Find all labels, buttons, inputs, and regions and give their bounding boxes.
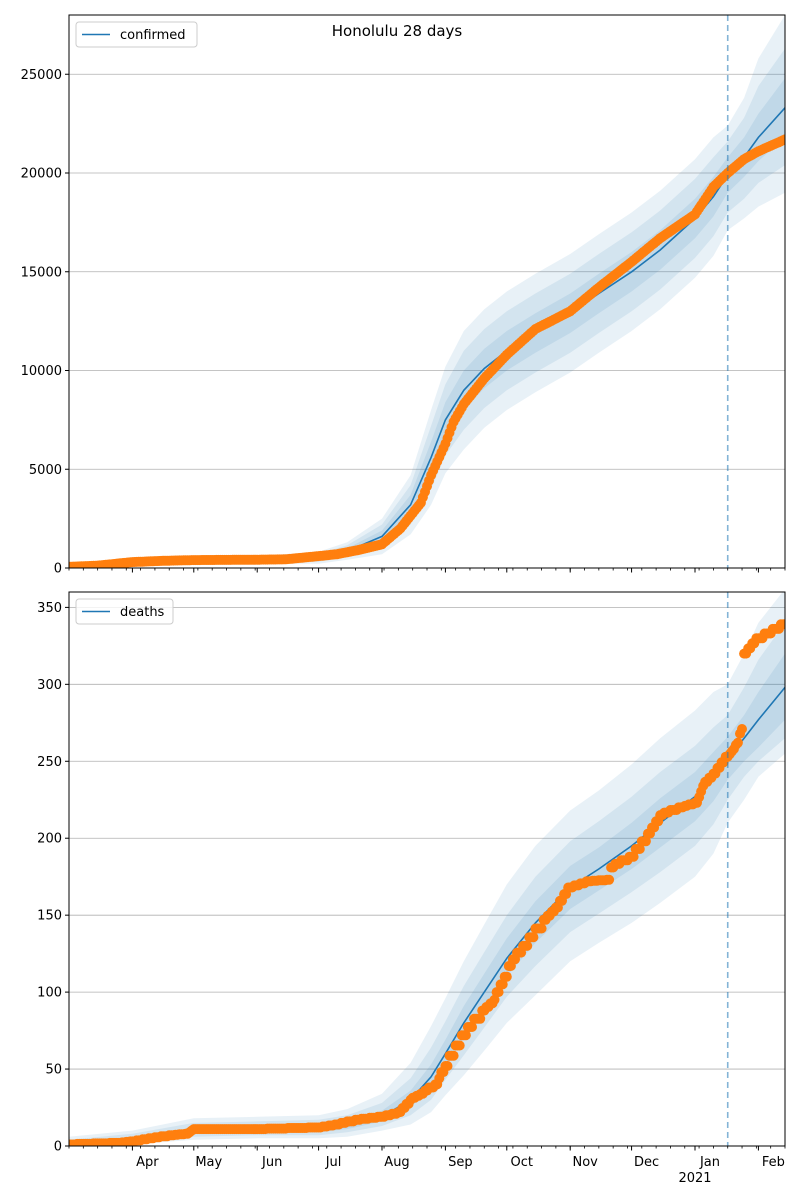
confirmed-axes-frame xyxy=(68,14,786,569)
x-tick-label: Oct xyxy=(511,1155,533,1170)
confirmed-y-tick-label: 25000 xyxy=(21,68,62,83)
deaths-x-axis: Apr May Jun Jul Aug Sep Oct Nov Dec Jan Feb 2021 xyxy=(68,1146,786,1186)
deaths-y-tick-label: 0 xyxy=(54,1140,62,1155)
deaths-y-tick-label: 50 xyxy=(45,1063,62,1078)
deaths-y-tick-label: 200 xyxy=(37,832,62,847)
deaths-observed-point xyxy=(737,724,747,734)
deaths-axes-frame xyxy=(68,591,786,1147)
deaths-legend-label: deaths xyxy=(120,605,165,620)
deaths-y-tick-label: 100 xyxy=(37,986,62,1001)
deaths-observed-point xyxy=(501,971,512,982)
deaths-observed-point xyxy=(475,1013,486,1024)
deaths-y-tick-label: 350 xyxy=(37,601,62,616)
confirmed-panel: 0 5000 10000 15000 20000 25000 confirmed Hono… xyxy=(21,14,786,577)
deaths-observed-point xyxy=(442,1061,453,1071)
confirmed-observed-points xyxy=(69,134,785,568)
deaths-panel: 0 50 100 150 200 250 300 350 Apr May Jun Jul Aug Sep… xyxy=(37,591,786,1186)
deaths-y-tick-label: 250 xyxy=(37,755,62,770)
x-tick-label: Jul xyxy=(325,1155,342,1170)
confirmed-band-2 xyxy=(69,48,785,568)
x-tick-label: Sep xyxy=(448,1155,473,1170)
deaths-observed-point xyxy=(628,851,639,862)
x-year-label: 2021 xyxy=(678,1171,711,1186)
x-tick-label: Aug xyxy=(384,1155,409,1170)
deaths-observed-point xyxy=(528,932,539,943)
confirmed-band-1 xyxy=(69,78,785,568)
x-tick-label: Apr xyxy=(136,1155,159,1170)
deaths-observed-point xyxy=(780,619,785,630)
x-tick-label: Dec xyxy=(634,1155,659,1170)
deaths-legend-box xyxy=(75,598,174,625)
x-tick-label: Jun xyxy=(261,1155,282,1170)
deaths-observed-point xyxy=(536,923,547,934)
deaths-uncertainty-bands xyxy=(69,592,785,1146)
deaths-observed-points xyxy=(69,619,785,1146)
confirmed-band-3 xyxy=(69,15,785,568)
confirmed-y-tick-label: 10000 xyxy=(21,364,62,379)
confirmed-y-tick-label: 15000 xyxy=(21,265,62,280)
deaths-y-tick-label: 300 xyxy=(37,678,62,693)
deaths-observed-point xyxy=(497,979,508,990)
deaths-observed-point xyxy=(640,836,651,847)
confirmed-y-tick-label: 20000 xyxy=(21,167,62,182)
deaths-observed-point xyxy=(604,874,615,885)
deaths-observed-point xyxy=(467,1022,477,1032)
chart-title: Honolulu 28 days xyxy=(332,22,463,40)
deaths-observed-point xyxy=(448,1050,459,1061)
x-tick-label: Nov xyxy=(573,1155,599,1170)
deaths-observed-point xyxy=(460,1030,471,1041)
confirmed-observed-point xyxy=(780,134,785,145)
deaths-band-3 xyxy=(69,592,785,1146)
confirmed-y-tick-label: 0 xyxy=(54,562,62,577)
deaths-band-2 xyxy=(69,622,785,1146)
confirmed-uncertainty-bands xyxy=(69,15,785,568)
confirmed-legend-label: confirmed xyxy=(120,28,186,43)
deaths-legend: deaths xyxy=(75,598,174,625)
deaths-observed-point xyxy=(732,737,743,748)
deaths-observed-point xyxy=(493,987,504,998)
deaths-observed-point xyxy=(522,940,533,951)
confirmed-legend: confirmed xyxy=(75,21,198,48)
x-tick-label: Jan xyxy=(699,1155,720,1170)
deaths-observed-point xyxy=(454,1040,465,1051)
deaths-observed-point xyxy=(489,994,500,1005)
confirmed-y-tick-label: 5000 xyxy=(29,463,62,478)
confirmed-y-axis: 0 5000 10000 15000 20000 25000 xyxy=(21,68,69,577)
x-tick-label: May xyxy=(195,1155,222,1170)
x-tick-label: Feb xyxy=(762,1155,785,1170)
deaths-y-tick-label: 150 xyxy=(37,909,62,924)
confirmed-legend-box xyxy=(75,21,198,48)
deaths-y-axis: 0 50 100 150 200 250 300 350 xyxy=(37,601,69,1155)
deaths-observed-point xyxy=(634,844,645,854)
